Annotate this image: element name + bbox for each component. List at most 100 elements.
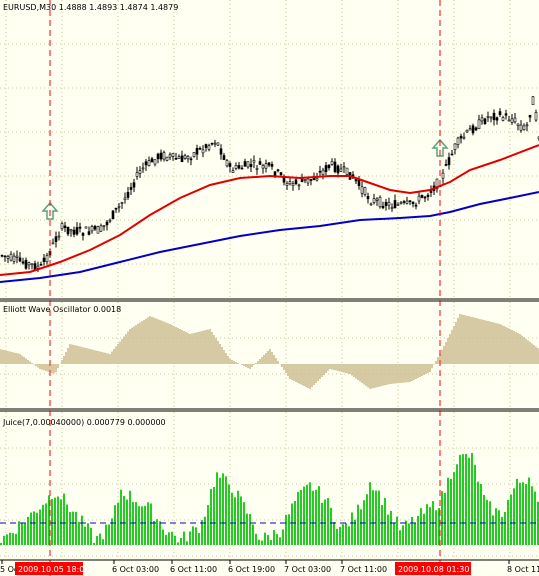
- candle-body: [162, 152, 166, 160]
- candle-body: [96, 226, 100, 234]
- juice-bar: [483, 494, 485, 545]
- candle-body: [309, 179, 313, 181]
- time-tick-label: 6 Oct 11:00: [170, 565, 217, 574]
- juice-bar: [405, 520, 407, 545]
- juice-bar: [135, 502, 137, 545]
- candle-body: [63, 225, 67, 229]
- candle-body: [216, 142, 220, 146]
- juice-bar: [339, 526, 341, 545]
- juice-bar: [327, 498, 329, 545]
- candle-body: [249, 164, 253, 168]
- juice-bar: [219, 477, 221, 545]
- candle-body: [393, 200, 397, 209]
- juice-bar: [129, 490, 131, 545]
- price-panel[interactable]: EURUSD,M30 1.4888 1.4893 1.4874 1.4879: [0, 0, 539, 298]
- juice-bar: [321, 502, 323, 545]
- candle-body: [345, 167, 349, 175]
- candle-body: [366, 196, 370, 200]
- oscillator-header: Elliott Wave Oscillator 0.0018: [3, 305, 121, 314]
- juice-bar: [231, 492, 233, 545]
- candle-body: [444, 163, 448, 166]
- candle-body: [123, 197, 127, 200]
- juice-panel[interactable]: Juice(7,0.00040000) 0.000779 0.000000: [0, 412, 539, 558]
- candle-body: [336, 165, 340, 174]
- juice-bar: [273, 529, 275, 545]
- candle-body: [291, 183, 295, 186]
- time-tick-label: 6 Oct 19:00: [228, 565, 275, 574]
- candle-body: [468, 128, 472, 131]
- candle-body: [396, 204, 400, 206]
- candle-body: [225, 160, 229, 167]
- candle-body: [402, 201, 406, 203]
- juice-bar: [261, 540, 263, 545]
- juice-bar: [147, 502, 149, 545]
- ma-slow-line: [0, 191, 539, 283]
- candle-body: [3, 255, 7, 258]
- juice-bar: [426, 504, 428, 545]
- juice-bar: [15, 533, 17, 545]
- candle-body: [405, 200, 409, 204]
- candle-body: [30, 263, 34, 266]
- juice-bar: [24, 523, 26, 545]
- juice-bar: [528, 477, 530, 545]
- crosshair-time-label: 2009.10.05 18:00: [18, 565, 89, 574]
- candle-body: [54, 236, 58, 242]
- candle-body: [0, 254, 4, 257]
- candle-body: [480, 117, 484, 122]
- candle-body: [210, 142, 214, 145]
- candle-body: [192, 152, 196, 157]
- candle-body: [333, 161, 337, 173]
- juice-bar: [186, 541, 188, 545]
- juice-bar: [45, 503, 47, 545]
- juice-bar: [150, 503, 152, 545]
- candle-body: [102, 225, 106, 227]
- candle-body: [165, 156, 169, 161]
- candle-body: [318, 170, 322, 173]
- candle-body: [195, 148, 199, 155]
- juice-bar: [522, 482, 524, 545]
- juice-bar: [168, 532, 170, 545]
- juice-bar: [450, 478, 452, 545]
- candle-body: [288, 181, 292, 185]
- candle-body: [213, 142, 217, 145]
- candle-body: [231, 170, 235, 173]
- candle-body: [90, 226, 94, 232]
- time-tick-label: 8 Oct 11: [507, 565, 539, 574]
- candle-body: [450, 153, 454, 156]
- candle-body: [21, 261, 25, 264]
- juice-grid: [0, 412, 539, 558]
- juice-bar: [279, 537, 281, 545]
- juice-bar: [465, 453, 467, 545]
- juice-bar: [312, 490, 314, 545]
- juice-bar: [66, 504, 68, 545]
- candle-body: [240, 167, 244, 170]
- candle-body: [315, 178, 319, 181]
- candle-body: [429, 190, 433, 193]
- juice-bar: [30, 512, 32, 545]
- candle-body: [255, 168, 259, 170]
- candle-body: [99, 225, 103, 232]
- candle-body: [189, 158, 193, 161]
- juice-bar: [345, 523, 347, 545]
- time-axis: 5 Oct 6 Oct 03:00 6 Oct 11:00 6 Oct 19:00 7 …: [0, 559, 539, 575]
- candle-body: [498, 111, 502, 116]
- candle-body: [369, 203, 373, 206]
- juice-bar: [330, 507, 332, 545]
- candle-body: [435, 178, 439, 190]
- oscillator-panel[interactable]: Elliott Wave Oscillator 0.0018: [0, 302, 539, 408]
- juice-bar: [480, 484, 482, 545]
- juice-bar: [213, 487, 215, 545]
- candle-body: [135, 172, 139, 177]
- juice-bar: [393, 522, 395, 545]
- juice-bar: [384, 497, 386, 545]
- candle-body: [198, 147, 202, 150]
- price-header: EURUSD,M30 1.4888 1.4893 1.4874 1.4879: [3, 3, 178, 12]
- juice-bar: [537, 501, 539, 545]
- candle-body: [462, 136, 466, 139]
- candle-body: [45, 255, 49, 263]
- juice-histogram: [0, 453, 539, 545]
- juice-bar: [237, 490, 239, 545]
- juice-bar: [117, 502, 119, 545]
- juice-bar: [303, 486, 305, 545]
